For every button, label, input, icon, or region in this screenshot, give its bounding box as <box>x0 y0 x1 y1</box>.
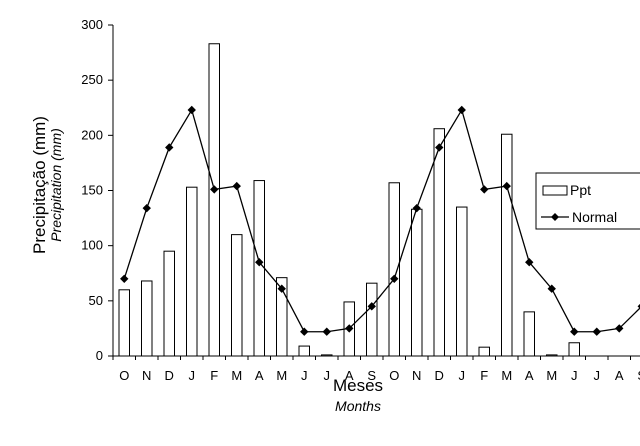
x-axis-title: Meses <box>333 376 383 395</box>
bar-ppt <box>366 282 378 357</box>
normal-point <box>592 327 601 336</box>
bar-ppt <box>501 133 513 357</box>
y-tick-label: 300 <box>81 17 103 32</box>
y-tick-label: 50 <box>89 293 103 308</box>
x-tick-labels: ONDJFMAMJJASONDJFMAMJJAS <box>119 368 640 383</box>
x-tick-label: J <box>189 368 196 383</box>
x-tick-label: N <box>142 368 151 383</box>
legend: Ppt Normal <box>535 172 640 230</box>
normal-point <box>412 203 421 213</box>
legend-diamond-icon <box>551 213 559 221</box>
x-tick-label: J <box>594 368 601 383</box>
x-tick-label: O <box>119 368 129 383</box>
normal-point <box>570 327 579 336</box>
y-tick-label: 150 <box>81 183 103 198</box>
bar-ppt <box>163 250 175 357</box>
x-tick-label: J <box>571 368 578 383</box>
legend-label-ppt: Ppt <box>570 182 591 198</box>
bar-ppt <box>118 289 130 357</box>
y-tick-labels: 0 50 100 150 200 250 300 <box>81 17 103 363</box>
y-axis-title-group: Precipitação (mm) Precipitation (mm) <box>30 116 64 254</box>
normal-point <box>277 284 286 293</box>
bar-ppt <box>141 280 153 357</box>
y-tick-label: 0 <box>96 348 103 363</box>
normal-point <box>165 143 174 152</box>
bar-ppt <box>456 206 468 357</box>
x-tick-label: M <box>546 368 557 383</box>
bar-ppt <box>478 346 490 357</box>
x-tick-label: M <box>276 368 287 383</box>
normal-line <box>123 108 640 333</box>
normal-point <box>615 324 624 333</box>
x-tick-label: J <box>324 368 331 383</box>
normal-point <box>435 143 444 152</box>
x-tick-label: D <box>165 368 174 383</box>
axes <box>108 24 640 360</box>
x-axis-title-english: Months <box>335 398 381 414</box>
normal-point <box>480 185 489 194</box>
normal-point <box>142 203 151 213</box>
bar-ppt <box>231 234 243 357</box>
normal-point <box>525 258 534 267</box>
y-tick-label: 250 <box>81 72 103 87</box>
normal-point <box>345 324 354 333</box>
normal-point <box>457 105 466 115</box>
normal-point <box>120 274 129 283</box>
x-tick-label: A <box>255 368 264 383</box>
x-tick-label: A <box>525 368 534 383</box>
bar-ppt <box>298 345 310 357</box>
x-tick-label: M <box>231 368 242 383</box>
normal-point <box>390 274 399 283</box>
normal-point <box>300 327 309 336</box>
bar-ppt <box>523 311 535 357</box>
normal-point <box>367 302 376 311</box>
bar-ppt <box>253 180 265 357</box>
x-tick-label: F <box>480 368 488 383</box>
y-axis-title-english: Precipitation (mm) <box>48 128 64 242</box>
x-tick-label: D <box>435 368 444 383</box>
normal-point <box>255 258 264 267</box>
x-tick-label: J <box>459 368 466 383</box>
normal-point <box>502 181 511 191</box>
bar-ppt <box>433 128 445 357</box>
y-axis-title: Precipitação (mm) <box>30 116 49 254</box>
y-tick-label: 200 <box>81 127 103 142</box>
bar-ppt <box>411 208 423 357</box>
x-tick-label: A <box>615 368 624 383</box>
x-tick-label: S <box>637 368 640 383</box>
y-tick-label: 100 <box>81 238 103 253</box>
bar-ppt <box>186 186 198 357</box>
normal-point <box>232 181 241 191</box>
x-tick-label: O <box>389 368 399 383</box>
line-series <box>120 105 640 336</box>
normal-point <box>637 303 640 309</box>
normal-point <box>187 105 196 115</box>
bar-ppt <box>388 182 400 357</box>
x-tick-label: J <box>301 368 308 383</box>
bar-ppt <box>568 342 580 357</box>
legend-box <box>535 172 640 230</box>
x-tick-label: S <box>367 368 376 383</box>
normal-point <box>322 327 331 336</box>
x-tick-label: F <box>210 368 218 383</box>
x-tick-label: A <box>345 368 354 383</box>
bar-ppt <box>208 43 220 357</box>
x-tick-label: M <box>501 368 512 383</box>
normal-point <box>210 185 219 194</box>
legend-label-normal: Normal <box>572 209 617 225</box>
normal-point <box>547 284 556 293</box>
x-tick-label: N <box>412 368 421 383</box>
legend-bar-swatch <box>542 185 568 196</box>
